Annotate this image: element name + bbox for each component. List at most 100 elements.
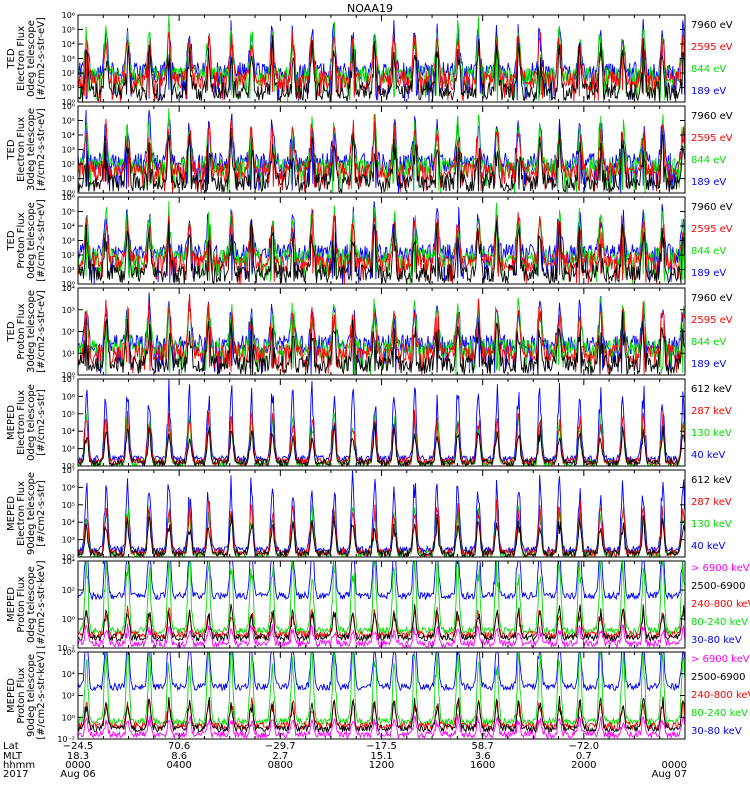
footer-value: 1200 [369,760,394,771]
y-axis-label-line: TED [6,321,17,342]
y-tick-label: 10⁶ [62,392,75,401]
footer-value: 0400 [166,760,191,771]
y-tick-label: 10³ [62,306,75,315]
y-axis-label-line: [#/cm2-s-str-eV] [36,290,47,373]
y-tick-label: 10⁰ [62,371,75,380]
legend-entry: 2595 eV [691,224,733,235]
footer-value: 15.1 [370,751,392,762]
legend-entry: 612 keV [691,475,732,486]
footer-value: 0000 [65,760,90,771]
y-axis-label-line: [#/cm2-s-str-eV] [36,108,47,191]
footer-value: 8.6 [171,751,187,762]
footer-value: 0800 [268,760,293,771]
legend-entry: 189 eV [691,359,726,370]
y-tick-label: 10² [62,69,75,78]
y-axis-label-line: [#/cm2-s-str] [36,480,47,547]
y-tick-label: 10² [62,251,75,260]
y-tick-label: 10⁰ [62,615,75,624]
footer-value: 0.7 [576,751,592,762]
footer-value: −72.0 [569,741,600,752]
legend-entry: 7960 eV [691,202,733,213]
y-axis-label-line: TED [6,139,17,160]
y-axis-label-line: MEPED [6,678,17,713]
legend-entry: 189 eV [691,177,726,188]
legend-entry: 2595 eV [691,133,733,144]
legend-entry: 7960 eV [691,293,733,304]
panel-5-traces [78,379,685,466]
legend-entry: 2500-6900 [691,581,746,592]
y-axis-label-line: MEPED [6,496,17,531]
footer-row-label: hhmm [3,760,35,771]
y-tick-label: 10⁴ [62,284,75,293]
panel-7: 10⁻² 10⁰ 10² 10⁴ MEPED Proton Flux 0deg telesc… [6,557,750,653]
legend-entry: 7960 eV [691,20,733,31]
legend-entry: 287 keV [691,497,732,508]
footer-row-label: Lat [3,741,19,752]
footer-value: 58.7 [472,741,494,752]
y-tick-label: 10⁶ [62,11,75,20]
legend-entry: 40 keV [691,541,725,552]
y-tick-label: 10² [62,692,75,701]
y-tick-label: 10⁵ [62,117,75,126]
panel-1: 10⁰ 10¹ 10² 10³ 10⁴ 10⁵ 10⁶ TED Electron Flux 0de… [6,11,733,107]
y-axis-label-line: 0deg telescope [26,20,37,97]
y-tick-label: 10³ [62,237,75,246]
panel-4-traces [78,292,685,375]
legend-entry: 80-240 keV [691,617,748,628]
y-axis-label-line: Electron Flux [16,117,27,182]
y-tick-label: 10¹ [62,266,75,275]
y-axis-label-line: Proton Flux [16,576,27,632]
footer-value: 2.7 [272,751,288,762]
y-axis-label-line: [#/cm2-s-str-keV] [36,651,47,739]
panel-6-traces [78,470,685,557]
y-axis-label-line: [#/cm2-s-str-eV] [36,17,47,100]
trace-green [78,561,685,636]
y-axis-label-line: [#/cm2-s-str-keV] [36,560,47,648]
footer-value: 70.6 [168,741,190,752]
y-tick-label: 10⁻² [57,644,75,653]
y-axis-label-line: 90deg telescope [26,472,37,555]
footer-value: 1600 [470,760,495,771]
y-axis-label-line: 0deg telescope [26,202,37,279]
trace-red [78,409,685,466]
y-tick-label: 10⁰ [62,713,75,722]
y-tick-label: 10⁶ [62,102,75,111]
legend-entry: 844 eV [691,155,726,166]
panel-6: 10² 10³ 10⁴ 10⁵ 10⁶ 10⁷ MEPED Electron Flux 90de… [6,466,732,562]
trace-green [78,15,685,102]
y-tick-label: 10² [62,462,75,471]
footer-value: 3.6 [475,751,491,762]
footer-value: 0000 [662,760,687,771]
legend-entry: 7960 eV [691,111,733,122]
y-tick-label: 10⁴ [62,518,75,527]
y-tick-label: 10⁶ [62,648,75,657]
y-tick-label: 10⁵ [62,501,75,510]
y-tick-label: 10³ [62,445,75,454]
legend-entry: 80-240 keV [691,708,748,719]
y-axis-label-line: MEPED [6,587,17,622]
legend-entry: 30-80 keV [691,635,742,646]
trace-black [78,695,685,734]
legend-entry: 844 eV [691,337,726,348]
y-tick-label: 10² [62,553,75,562]
footer-row-label: MLT [3,751,23,762]
y-tick-label: 10⁰ [62,98,75,107]
legend-entry: 240-800 keV [691,599,750,610]
footer-row-label: 2017 [3,769,28,780]
trace-blue [78,561,684,601]
trace-green [78,652,685,727]
legend-entry: 287 keV [691,406,732,417]
trace-red [78,113,685,193]
legend-entry: 2500-6900 [691,672,746,683]
legend-entry: > 6900 keV [691,563,750,574]
legend-entry: > 6900 keV [691,654,750,665]
y-axis-label-line: Proton Flux [16,667,27,723]
y-tick-label: 10⁵ [62,26,75,35]
footer-value: −17.5 [366,741,397,752]
panel-5: 10² 10³ 10⁴ 10⁵ 10⁶ 10⁷ MEPED Electron Flux 0deg… [6,375,732,471]
footer-value: Aug 06 [60,769,95,780]
legend-entry: 189 eV [691,268,726,279]
footer-value: 18.3 [67,751,89,762]
